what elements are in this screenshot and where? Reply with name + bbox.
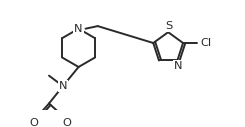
Text: N: N	[174, 61, 183, 71]
Text: N: N	[59, 81, 67, 91]
Text: O: O	[29, 118, 38, 127]
Text: Cl: Cl	[200, 38, 211, 48]
Text: N: N	[74, 24, 83, 34]
Text: S: S	[165, 21, 173, 31]
Text: O: O	[62, 118, 71, 127]
